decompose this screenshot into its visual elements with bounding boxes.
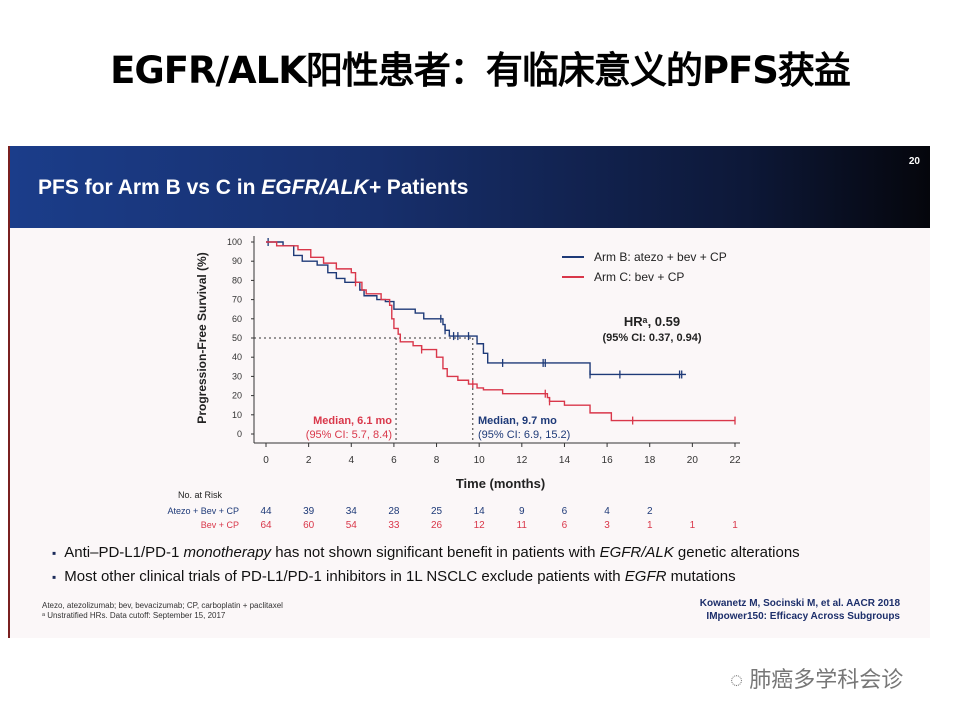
y-tick-label: 20 (232, 391, 242, 401)
risk-value: 26 (431, 520, 443, 531)
hazard-ratio-ci: (95% CI: 0.37, 0.94) (602, 332, 701, 344)
x-tick-label: 10 (474, 455, 486, 466)
t: Anti–PD-L1/PD-1 (64, 544, 184, 561)
x-tick-label: 22 (729, 455, 741, 466)
median-ci: (95% CI: 6.9, 15.2) (478, 429, 570, 441)
x-axis-label: Time (months) (456, 476, 545, 491)
risk-table-title: No. at Risk (178, 490, 223, 500)
risk-value: 14 (474, 506, 486, 517)
risk-value: 2 (647, 506, 653, 517)
footnote-2: ᵃ Unstratified HRs. Data cutoff: Septemb… (42, 611, 226, 620)
reference-1: Kowanetz M, Socinski M, et al. AACR 2018 (699, 598, 900, 609)
risk-value: 12 (474, 520, 486, 531)
risk-value: 1 (732, 520, 738, 531)
risk-value: 25 (431, 506, 443, 517)
slide: PFS for Arm B vs C in EGFR/ALK+ Patients… (8, 146, 930, 638)
x-tick-label: 16 (602, 455, 614, 466)
risk-value: 4 (604, 506, 610, 517)
x-tick-label: 14 (559, 455, 571, 466)
y-tick-label: 40 (232, 352, 242, 362)
t: genetic alterations (673, 544, 800, 561)
t: has not shown significant benefit in pat… (271, 544, 600, 561)
risk-value: 54 (346, 520, 358, 531)
median-label: Median, 9.7 mo (478, 415, 557, 427)
y-tick-label: 0 (237, 429, 242, 439)
x-tick-label: 4 (348, 455, 354, 466)
y-tick-label: 90 (232, 256, 242, 266)
risk-value: 33 (388, 520, 400, 531)
y-axis-label: Progression-Free Survival (%) (195, 252, 209, 423)
slide-title-text2: Patients (380, 176, 469, 199)
slide-header: PFS for Arm B vs C in EGFR/ALK+ Patients… (10, 146, 930, 228)
footnote-1: Atezo, atezolizumab; bev, bevacizumab; C… (42, 601, 283, 610)
t: Most other clinical trials of PD-L1/PD-1… (64, 568, 625, 585)
risk-row-label: Bev + CP (201, 520, 239, 530)
slide-title-text: PFS for Arm B vs C in (38, 176, 262, 199)
slide-title-em: EGFR/ALK+ (261, 176, 381, 199)
legend-label: Arm B: atezo + bev + CP (594, 250, 727, 264)
risk-value: 28 (388, 506, 400, 517)
y-tick-label: 100 (227, 237, 242, 247)
risk-value: 9 (519, 506, 525, 517)
risk-row-label: Atezo + Bev + CP (167, 506, 239, 516)
t: monotherapy (183, 544, 272, 561)
risk-value: 6 (562, 520, 568, 531)
slide-title: PFS for Arm B vs C in EGFR/ALK+ Patients (38, 176, 468, 200)
page-title: EGFR/ALK阳性患者：有临床意义的PFS获益 (110, 49, 851, 92)
legend-label: Arm C: bev + CP (594, 270, 684, 284)
risk-value: 1 (690, 520, 696, 531)
y-tick-label: 30 (232, 371, 242, 381)
risk-value: 6 (562, 506, 568, 517)
risk-value: 34 (346, 506, 358, 517)
t: mutations (666, 568, 736, 585)
y-tick-label: 60 (232, 314, 242, 324)
slide-number: 20 (908, 156, 920, 167)
x-tick-label: 2 (306, 455, 312, 466)
median-label: Median, 6.1 mo (313, 415, 392, 427)
bullet-1: Anti–PD-L1/PD-1 monotherapy has not show… (52, 544, 800, 561)
y-tick-label: 50 (232, 333, 242, 343)
risk-value: 3 (604, 520, 610, 531)
risk-value: 44 (260, 506, 272, 517)
y-tick-label: 10 (232, 410, 242, 420)
t: EGFR/ALK (599, 544, 674, 561)
risk-value: 11 (517, 520, 528, 531)
t: EGFR (624, 568, 667, 585)
x-tick-label: 0 (263, 455, 269, 466)
x-tick-label: 6 (391, 455, 397, 466)
median-ci: (95% CI: 5.7, 8.4) (306, 429, 392, 441)
y-tick-label: 70 (232, 295, 242, 305)
x-tick-label: 20 (687, 455, 699, 466)
reference-2: IMpower150: Efficacy Across Subgroups (706, 611, 900, 622)
y-tick-label: 80 (232, 275, 242, 285)
km-curve-arm-b (266, 241, 686, 376)
hazard-ratio: HRᵃ, 0.59 (624, 314, 680, 329)
x-tick-label: 8 (434, 455, 440, 466)
bullet-2: Most other clinical trials of PD-L1/PD-1… (52, 568, 736, 585)
risk-value: 60 (303, 520, 315, 531)
x-tick-label: 18 (644, 455, 656, 466)
risk-value: 64 (260, 520, 272, 531)
watermark: ◌ 肺癌多学科会诊 (730, 667, 904, 692)
km-curve-arm-c (266, 241, 735, 422)
risk-value: 39 (303, 506, 315, 517)
risk-value: 1 (647, 520, 653, 531)
watermark-text: 肺癌多学科会诊 (749, 667, 904, 692)
x-tick-label: 12 (516, 455, 528, 466)
